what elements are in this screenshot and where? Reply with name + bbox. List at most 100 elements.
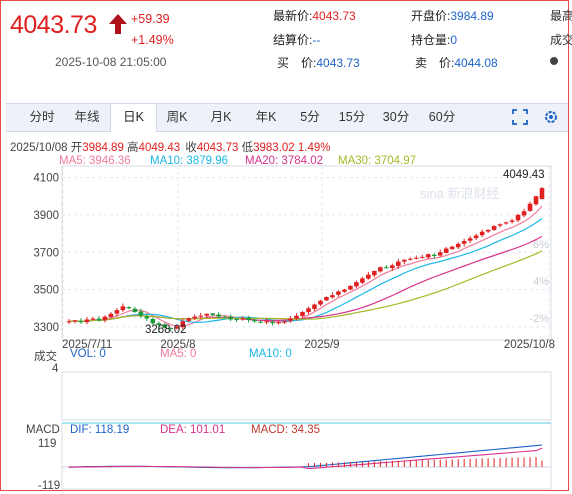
min-price-label: 3268.02 [145, 324, 187, 336]
macd-dif-line [68, 444, 543, 469]
candle-body [282, 321, 287, 323]
info-high-label: 最高 [550, 9, 572, 23]
candle-body [144, 316, 150, 319]
y-tick-label: 3500 [33, 285, 59, 297]
candle-body [348, 285, 353, 290]
candle-body [437, 252, 443, 256]
y-right-tick-label: -2% [529, 313, 549, 325]
candle-body [401, 259, 407, 262]
y-tick-label: 3300 [33, 322, 59, 334]
ma30-legend: MA30: 3704.97 [338, 155, 417, 167]
candle-body [114, 310, 120, 314]
candle-body [509, 220, 515, 222]
info-latest: 最新价:4043.73 [273, 7, 356, 24]
candle-body [306, 308, 311, 313]
candle-body [425, 254, 431, 258]
candle-body [324, 297, 329, 301]
volume-ma10: MA10: 0 [249, 348, 292, 360]
ohlc-high: 4049.43 [138, 142, 181, 154]
x-tick-label: 2025/7/11 [62, 339, 112, 351]
info-more-dot [550, 57, 558, 65]
info-buy: 买 价:4043.73 [273, 54, 360, 71]
open-value: 3984.89 [450, 9, 494, 23]
candle-body [234, 318, 239, 320]
gear-icon[interactable] [542, 108, 560, 126]
candle-body [132, 308, 138, 312]
candle-body [318, 300, 323, 305]
candle-body [419, 256, 425, 258]
candle-body [497, 224, 503, 226]
period-tabs: 分时 年线 日K 周K 月K 年K 5分 15分 30分 60分 [6, 103, 568, 132]
change-percent: +1.49% [131, 33, 174, 47]
info-settle: 结算价:-- [273, 31, 320, 48]
candle-body [455, 243, 461, 248]
candle-body [78, 321, 84, 323]
tab-15min[interactable]: 15分 [338, 110, 366, 124]
macd-dea-line [68, 447, 543, 470]
candle-body [162, 324, 168, 328]
macd-axis-top: 119 [38, 438, 57, 450]
ohlc-open-label: 开 [70, 142, 83, 154]
candle-body [461, 241, 467, 244]
info-vol-label: 成交 [550, 33, 572, 47]
oi-label: 持仓量: [411, 33, 451, 47]
x-tick-label: 2025/8 [160, 339, 195, 351]
ohlc-pct: 1.49% [297, 142, 331, 154]
macd-value: MACD: 34.35 [251, 424, 321, 436]
candle-body [330, 295, 335, 298]
candle-body [150, 319, 156, 324]
up-arrow-icon [109, 14, 127, 34]
candle-body [108, 313, 114, 318]
sell-label: 卖 价: [415, 56, 455, 70]
main-panel-border [61, 165, 552, 341]
ohlc-close-label: 收 [185, 142, 197, 154]
tab-year-line[interactable]: 年线 [74, 110, 100, 124]
candle-body [120, 306, 126, 311]
ohlc-close: 4043.73 [196, 142, 239, 154]
candle-body [84, 319, 90, 323]
candle-body [216, 314, 221, 317]
y-tick-label: 3900 [33, 210, 59, 222]
y-tick-label: 3700 [33, 247, 59, 259]
macd-title: MACD [26, 424, 60, 436]
candle-body [473, 235, 479, 239]
candle-body [533, 196, 539, 205]
candle-body [246, 317, 251, 320]
ma5-line [68, 205, 543, 328]
candle-body [491, 226, 497, 230]
tab-daily-k[interactable]: 日K [110, 104, 157, 132]
price-change: +59.39 +1.49% [131, 9, 174, 51]
tab-weekly-k[interactable]: 周K [166, 110, 188, 124]
candle-body [102, 316, 108, 321]
change-value: +59.39 [131, 12, 170, 26]
volume-axis-top: 4 [52, 363, 59, 375]
tab-30min[interactable]: 30分 [382, 110, 410, 124]
candle-body [240, 318, 245, 320]
fullscreen-icon[interactable] [512, 109, 528, 125]
tab-intraday[interactable]: 分时 [29, 110, 55, 124]
ma30-line [68, 250, 543, 322]
tab-yearly-k[interactable]: 年K [255, 110, 277, 124]
candle-body [384, 267, 389, 269]
tab-60min[interactable]: 60分 [428, 110, 456, 124]
quote-datetime: 2025-10-08 21:05:00 [55, 55, 167, 69]
candle-body [449, 246, 455, 250]
volume-vol: VOL: 0 [70, 348, 106, 360]
candle-body [360, 278, 365, 283]
ma20-legend: MA20: 3784.02 [245, 155, 324, 167]
info-oi: 持仓量:0 [411, 31, 457, 48]
ma10-line [68, 218, 543, 323]
x-tick-label: 2025/9 [304, 339, 339, 351]
candle-body [479, 231, 485, 236]
candle-body [210, 313, 215, 315]
candle-body [180, 321, 186, 328]
tab-5min[interactable]: 5分 [300, 110, 320, 124]
candle-body [66, 321, 72, 323]
volume-panel-border [61, 371, 552, 421]
candle-body [407, 258, 413, 260]
candle-body [515, 214, 521, 221]
candle-body [443, 248, 449, 253]
tab-monthly-k[interactable]: 月K [210, 110, 232, 124]
candle-body [228, 316, 233, 320]
